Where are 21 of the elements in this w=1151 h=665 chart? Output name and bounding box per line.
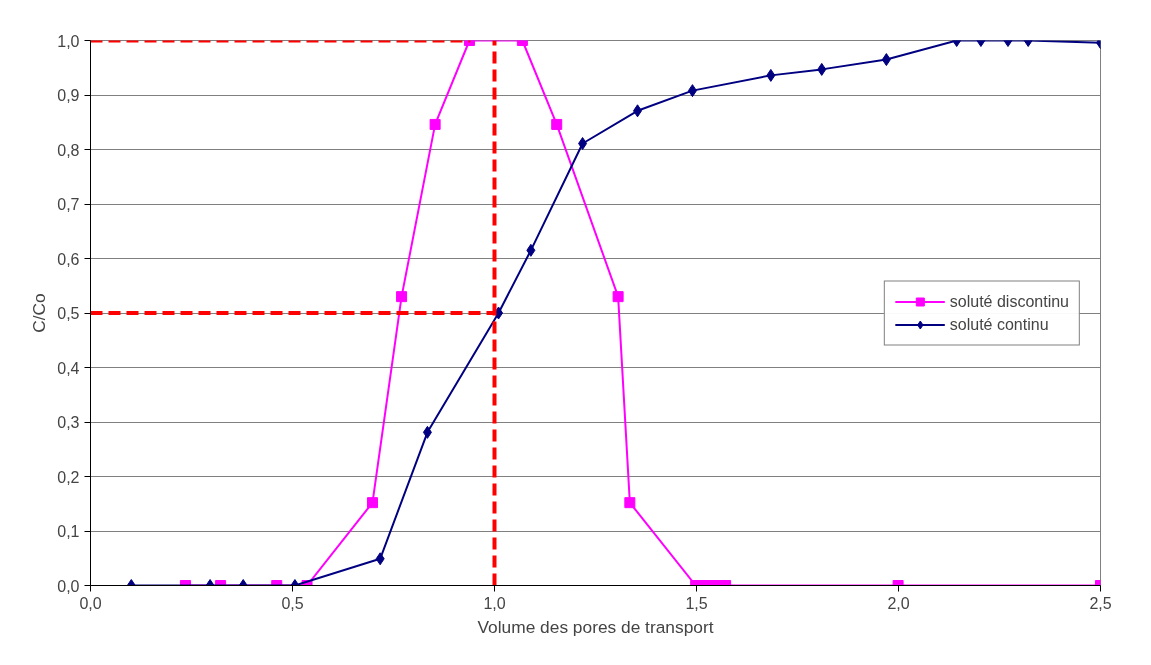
y-tick-label: 1,0	[57, 32, 80, 50]
y-tick-label: 0,1	[57, 523, 80, 540]
y-tick-label: 0,7	[57, 196, 80, 213]
x-tick-label: 0,0	[79, 594, 102, 612]
x-axis-title: Volume des pores de transport	[477, 616, 714, 637]
x-tick-label: 2,5	[1089, 594, 1112, 612]
legend-label: soluté continu	[949, 315, 1049, 333]
x-tick-label: 0,5	[281, 594, 304, 612]
x-tick-label: 2,0	[887, 594, 910, 612]
y-tick-label: 0,0	[57, 577, 80, 595]
y-tick-label: 0,2	[57, 468, 80, 486]
y-tick-label: 0,9	[57, 87, 80, 104]
y-axis-title: C/Co	[29, 293, 50, 333]
y-tick-label: 0,6	[57, 250, 80, 268]
y-tick-label: 0,3	[57, 414, 80, 431]
legend-label: soluté discontinu	[949, 292, 1069, 310]
y-tick-label: 0,4	[57, 359, 80, 377]
y-tick-label: 0,5	[57, 305, 80, 322]
x-tick-label: 1,5	[685, 594, 708, 612]
y-tick-label: 0,8	[57, 141, 80, 159]
x-tick-label: 1,0	[483, 594, 506, 612]
